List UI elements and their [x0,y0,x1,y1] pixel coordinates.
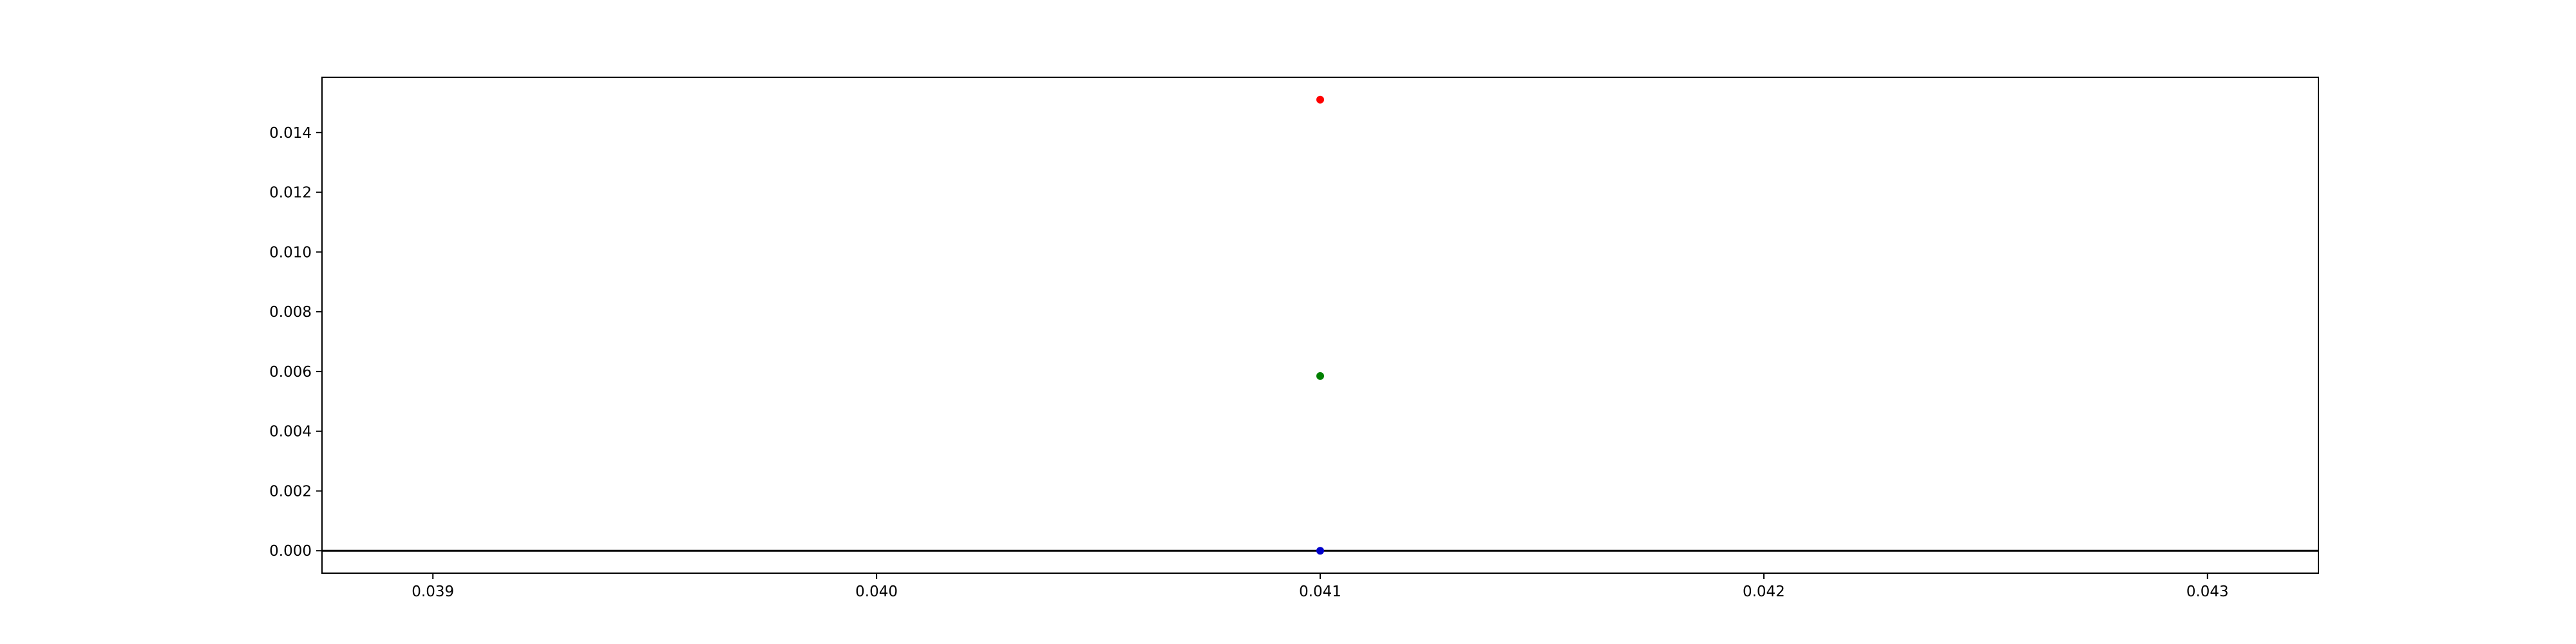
y-tick-label: 0.000 [269,543,312,560]
y-tick-label: 0.004 [269,424,312,440]
data-point-1 [1316,95,1324,104]
x-axis: 0.039 0.040 0.041 0.042 0.043 [412,573,2229,600]
x-tick-label: 0.040 [855,583,898,600]
y-tick-label: 0.010 [269,244,312,261]
x-tick-label: 0.043 [2186,583,2229,600]
data-point-2 [1316,372,1324,380]
y-tick-label: 0.008 [269,304,312,321]
data-points [1316,95,1324,555]
x-tick-label: 0.042 [1743,583,1785,600]
y-tick-label: 0.012 [269,185,312,202]
data-point-3 [1316,547,1324,555]
x-tick-label: 0.041 [1299,583,1341,600]
y-tick-label: 0.014 [269,125,312,142]
x-tick-label: 0.039 [412,583,454,600]
y-tick-label: 0.006 [269,364,312,381]
y-tick-label: 0.002 [269,483,312,500]
plot-area-frame [321,77,2319,574]
y-axis: 0.000 0.002 0.004 0.006 0.008 0.010 0.012 0.014 [269,125,322,560]
